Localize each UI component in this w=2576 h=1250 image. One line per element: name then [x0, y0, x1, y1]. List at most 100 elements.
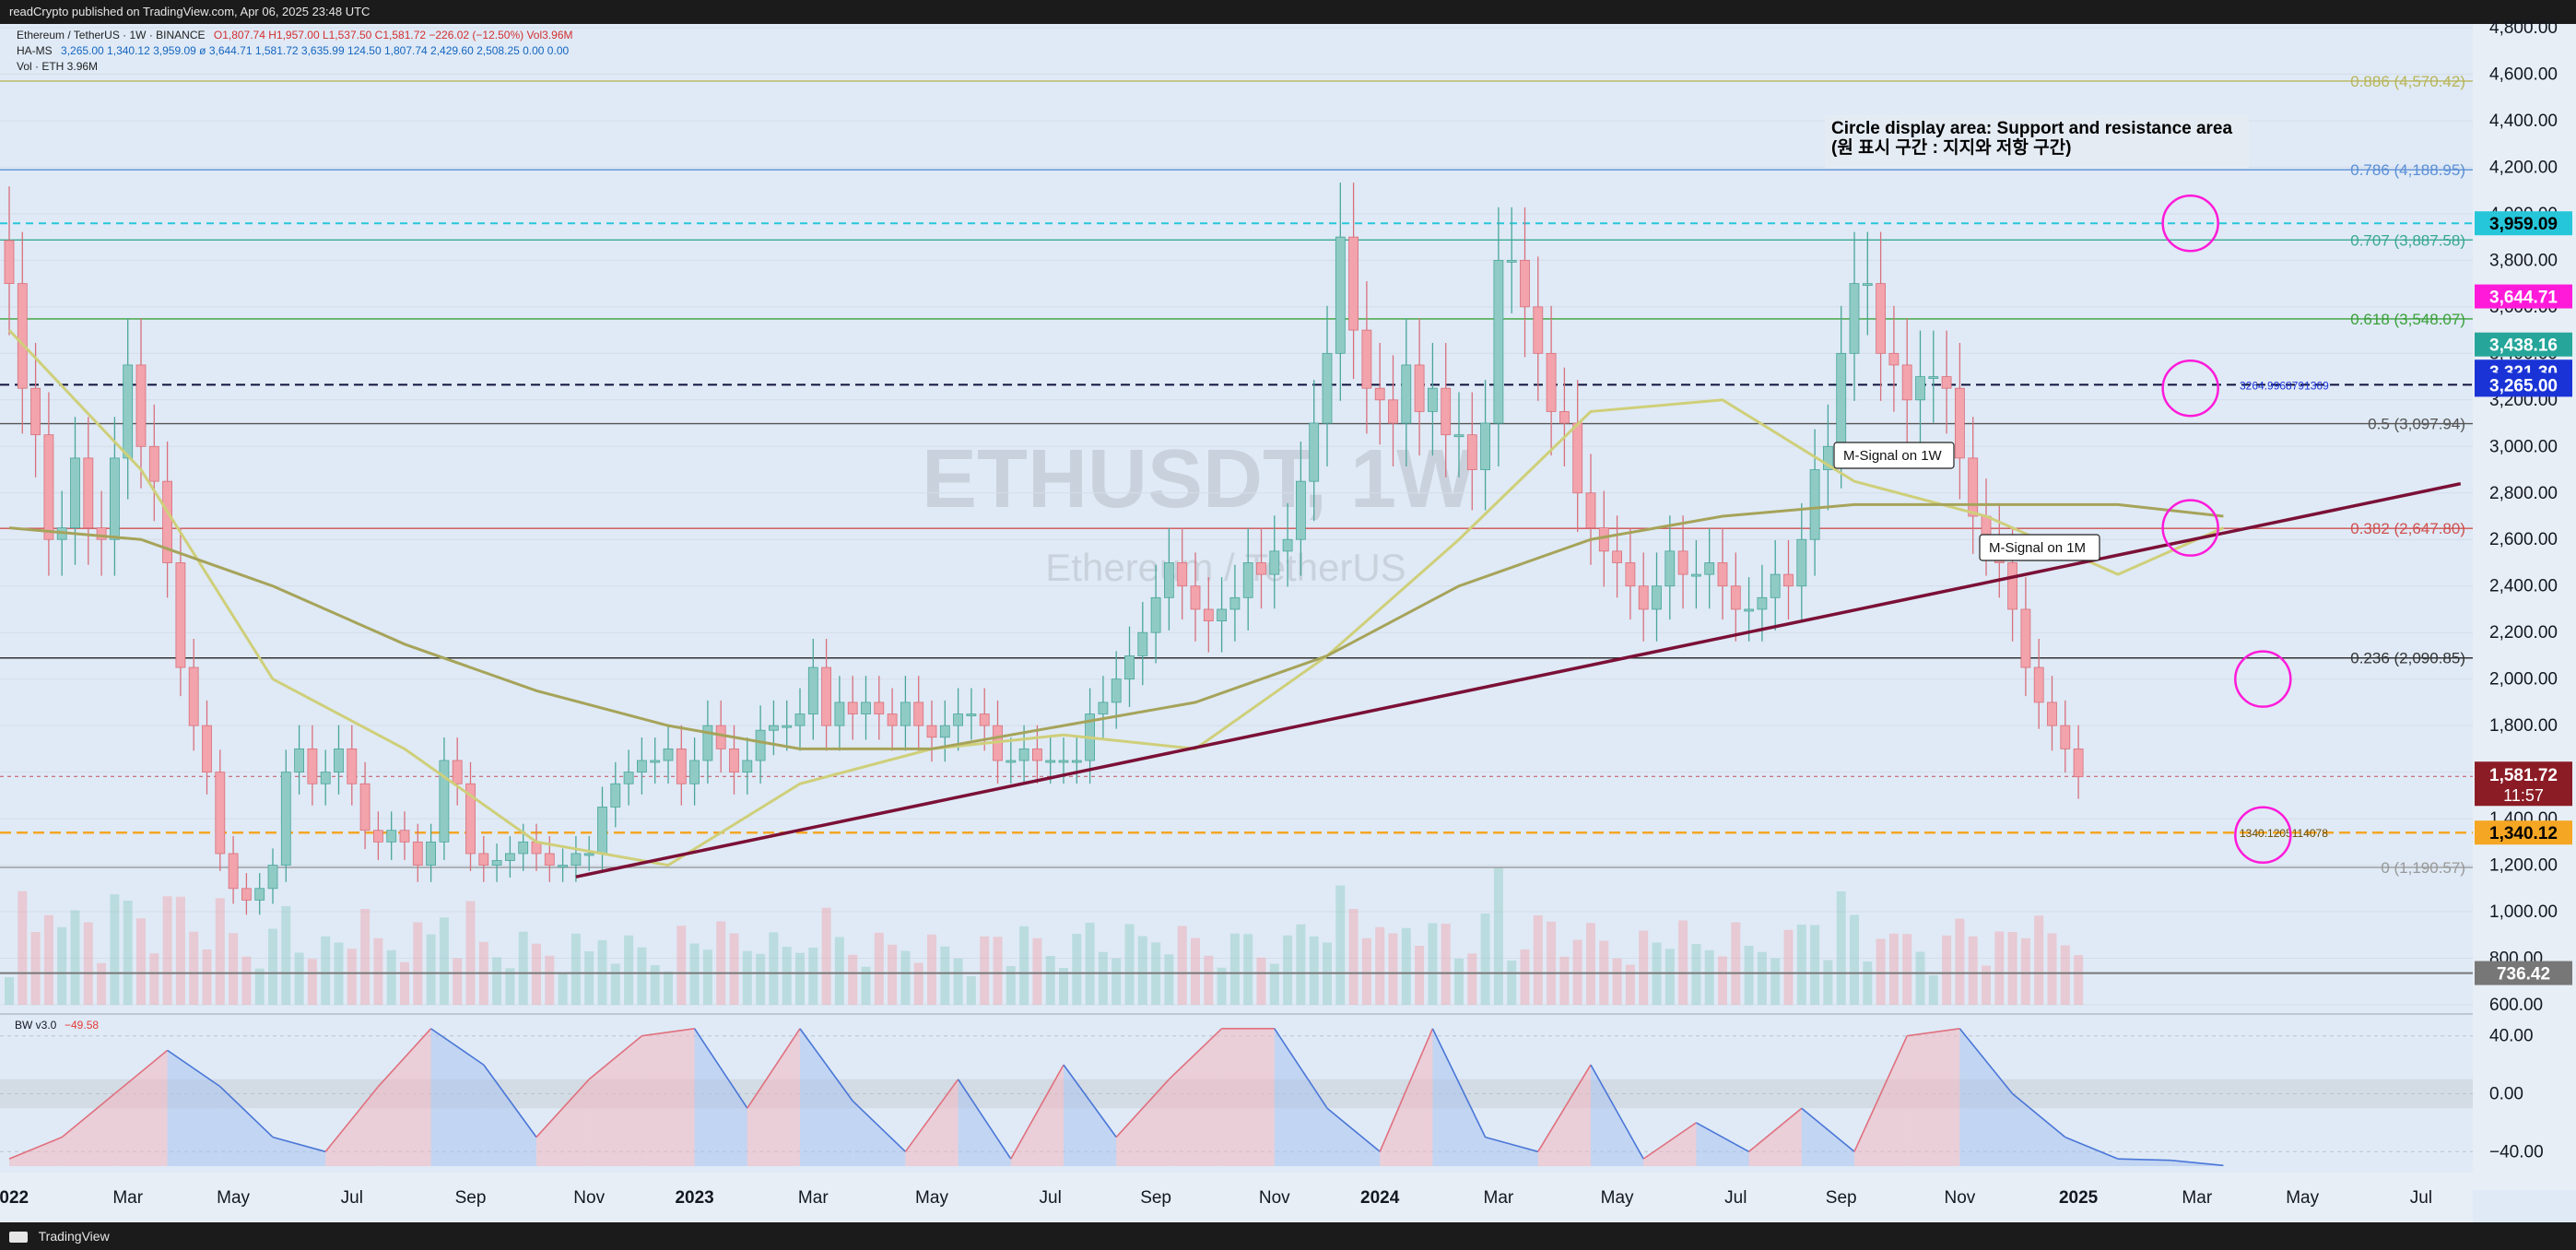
- candle-body[interactable]: [280, 772, 291, 866]
- candle-body[interactable]: [1177, 562, 1188, 587]
- candle-body[interactable]: [175, 562, 186, 668]
- candle-body[interactable]: [689, 760, 700, 784]
- candle-body[interactable]: [148, 445, 159, 482]
- candle-body[interactable]: [215, 772, 226, 855]
- candle-body[interactable]: [505, 853, 515, 861]
- candle-body[interactable]: [834, 702, 845, 726]
- candle-body[interactable]: [1428, 387, 1438, 412]
- candle-body[interactable]: [4, 240, 15, 285]
- candle-body[interactable]: [755, 729, 766, 761]
- candle-body[interactable]: [979, 713, 990, 726]
- candle-body[interactable]: [1954, 387, 1965, 459]
- candle-body[interactable]: [1242, 562, 1253, 598]
- candle-body[interactable]: [807, 666, 818, 714]
- candle-body[interactable]: [821, 666, 831, 726]
- candle-body[interactable]: [1374, 387, 1385, 401]
- candle-body[interactable]: [1730, 585, 1741, 610]
- candle-body[interactable]: [334, 748, 344, 773]
- price-axis[interactable]: [2473, 24, 2576, 1190]
- candle-body[interactable]: [1796, 538, 1807, 587]
- candle-body[interactable]: [1361, 329, 1372, 389]
- candle-body[interactable]: [399, 830, 410, 843]
- rising-trendline[interactable]: [575, 481, 2462, 879]
- candle-body[interactable]: [1164, 562, 1174, 598]
- candle-body[interactable]: [162, 480, 173, 563]
- candle-body[interactable]: [1480, 422, 1490, 470]
- candle-body[interactable]: [953, 713, 963, 726]
- candle-body[interactable]: [1493, 259, 1504, 424]
- candle-body[interactable]: [1190, 585, 1201, 610]
- candle-body[interactable]: [1032, 748, 1042, 761]
- candle-body[interactable]: [1664, 550, 1676, 587]
- candle-body[interactable]: [1849, 283, 1860, 354]
- candle-body[interactable]: [386, 830, 397, 843]
- last-price-badge[interactable]: [2475, 761, 2572, 807]
- price-badge[interactable]: [2475, 961, 2572, 985]
- candle-body[interactable]: [491, 860, 502, 866]
- candle-body[interactable]: [1018, 748, 1029, 761]
- candle-body[interactable]: [294, 748, 305, 773]
- candle-body[interactable]: [1585, 492, 1596, 529]
- candle-body[interactable]: [2047, 702, 2057, 726]
- candle-body[interactable]: [1809, 469, 1820, 540]
- candle-body[interactable]: [1229, 596, 1241, 610]
- candle-body[interactable]: [320, 772, 331, 784]
- candle-body[interactable]: [1071, 760, 1082, 763]
- candle-body[interactable]: [913, 702, 924, 726]
- ha-ms-label[interactable]: HA-MS: [17, 44, 53, 57]
- candle-body[interactable]: [1876, 283, 1886, 354]
- candle-body[interactable]: [1506, 259, 1517, 263]
- candle-body[interactable]: [1783, 573, 1794, 587]
- candle-body[interactable]: [1625, 562, 1636, 587]
- candle-body[interactable]: [2073, 748, 2084, 778]
- candle-body[interactable]: [96, 527, 107, 540]
- candle-body[interactable]: [1704, 562, 1715, 575]
- candle-body[interactable]: [359, 783, 371, 831]
- candle-body[interactable]: [769, 725, 779, 731]
- candle-body[interactable]: [254, 888, 265, 901]
- candle-body[interactable]: [874, 702, 885, 714]
- candle-body[interactable]: [188, 666, 199, 726]
- candle-body[interactable]: [267, 865, 278, 890]
- candle-body[interactable]: [1217, 608, 1227, 621]
- candle-body[interactable]: [966, 713, 977, 716]
- candle-body[interactable]: [1124, 655, 1135, 680]
- candle-body[interactable]: [1296, 480, 1306, 540]
- time-axis[interactable]: [0, 1173, 2473, 1222]
- candle-body[interactable]: [597, 807, 607, 855]
- candle-body[interactable]: [347, 748, 358, 784]
- footer-brand[interactable]: TradingView: [38, 1229, 110, 1244]
- candle-body[interactable]: [123, 364, 134, 459]
- candle-body[interactable]: [241, 888, 252, 901]
- price-badge[interactable]: [2475, 332, 2572, 357]
- candle-body[interactable]: [1453, 434, 1464, 438]
- candle-body[interactable]: [1744, 608, 1754, 612]
- candle-body[interactable]: [17, 283, 28, 389]
- candle-body[interactable]: [1928, 376, 1939, 379]
- candle-body[interactable]: [1282, 538, 1293, 552]
- candle-body[interactable]: [650, 760, 661, 763]
- candle-body[interactable]: [583, 853, 594, 856]
- candle-body[interactable]: [1309, 422, 1320, 482]
- candle-body[interactable]: [372, 830, 383, 843]
- candle-body[interactable]: [1466, 434, 1477, 470]
- price-badge[interactable]: [2475, 372, 2572, 397]
- candle-body[interactable]: [794, 713, 806, 726]
- candle-body[interactable]: [1006, 760, 1017, 763]
- candle-body[interactable]: [1612, 550, 1622, 563]
- candle-body[interactable]: [926, 725, 937, 738]
- candle-body[interactable]: [1572, 422, 1583, 494]
- candle-body[interactable]: [637, 760, 647, 773]
- candle-body[interactable]: [439, 760, 450, 843]
- candle-body[interactable]: [610, 783, 621, 808]
- candle-body[interactable]: [1335, 236, 1346, 354]
- price-badge[interactable]: [2475, 820, 2572, 845]
- candle-body[interactable]: [1677, 550, 1688, 575]
- candle-body[interactable]: [1058, 760, 1069, 763]
- candle-body[interactable]: [2020, 608, 2031, 668]
- candle-body[interactable]: [939, 725, 950, 738]
- candle-body[interactable]: [1823, 445, 1833, 470]
- candle-body[interactable]: [1533, 306, 1544, 354]
- candle-body[interactable]: [1915, 376, 1925, 401]
- candle-body[interactable]: [1652, 585, 1662, 610]
